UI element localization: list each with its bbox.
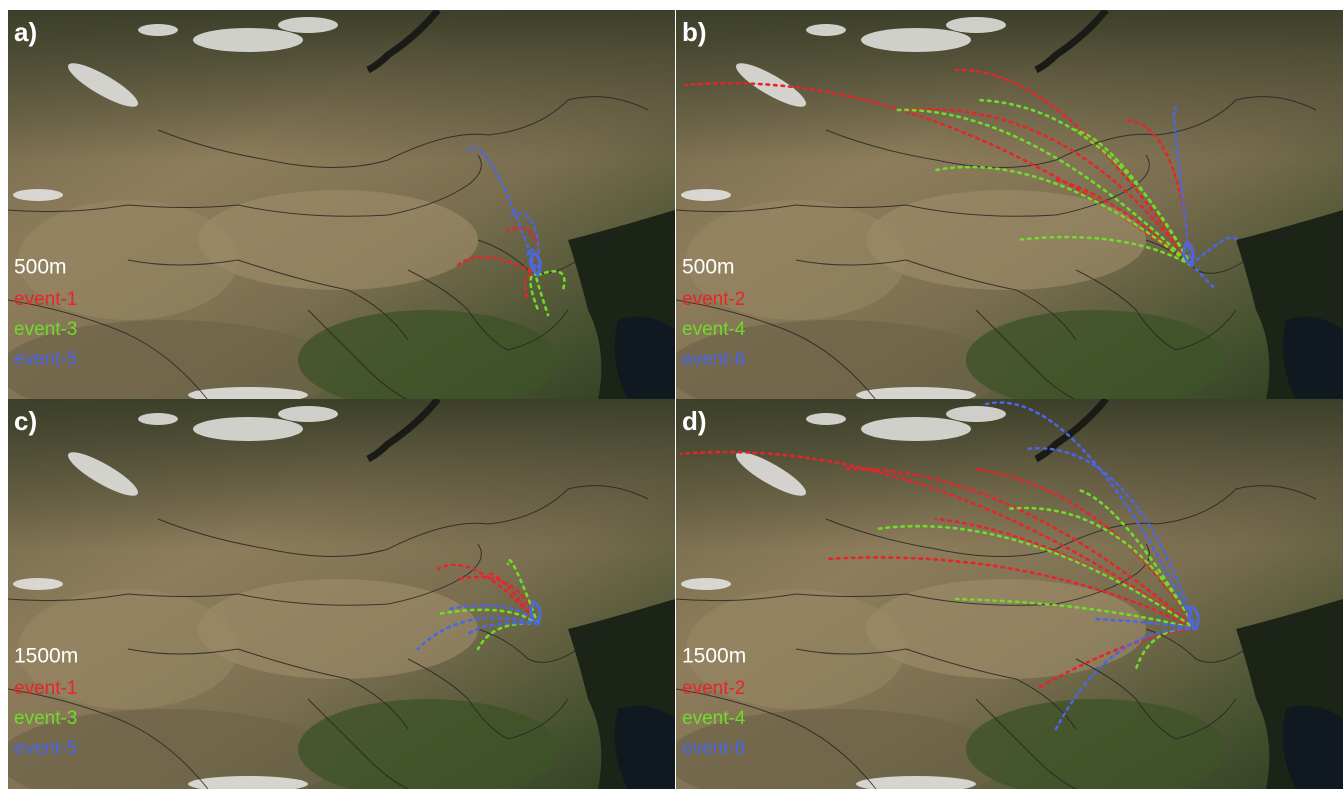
height-label: 500m	[682, 256, 735, 279]
map-panel: c) 1500m event-1 event-3 event-5	[0, 399, 675, 789]
event-label: event-3	[14, 319, 77, 340]
satellite-map	[666, 10, 1343, 420]
event-label: event-5	[14, 349, 77, 370]
height-label: 1500m	[14, 645, 78, 668]
satellite-map	[666, 399, 1343, 789]
event-label: event-6	[682, 738, 745, 759]
panel-label: a)	[14, 17, 37, 47]
event-label: event-4	[682, 708, 746, 729]
event-label: event-1	[14, 678, 77, 699]
satellite-map	[0, 399, 675, 789]
event-label: event-2	[682, 289, 745, 310]
panel-label: c)	[14, 406, 37, 436]
map-panel: d) 1500m event-2 event-4 event-6	[666, 399, 1343, 789]
map-panel: b) 500m event-2 event-4 event-6	[666, 10, 1343, 420]
event-label: event-3	[14, 708, 77, 729]
event-label: event-4	[682, 319, 746, 340]
satellite-map	[0, 10, 675, 420]
event-label: event-2	[682, 678, 745, 699]
event-label: event-1	[14, 289, 77, 310]
map-panel: a) 500m event-1 event-3 event-5	[0, 10, 675, 420]
figure: a) 500m event-1 event-3 event-5 b) 500m event-2…	[0, 0, 1343, 789]
event-label: event-6	[682, 349, 745, 370]
event-label: event-5	[14, 738, 77, 759]
height-label: 1500m	[682, 645, 746, 668]
panel-label: d)	[682, 406, 707, 436]
panel-label: b)	[682, 17, 707, 47]
height-label: 500m	[14, 256, 67, 279]
